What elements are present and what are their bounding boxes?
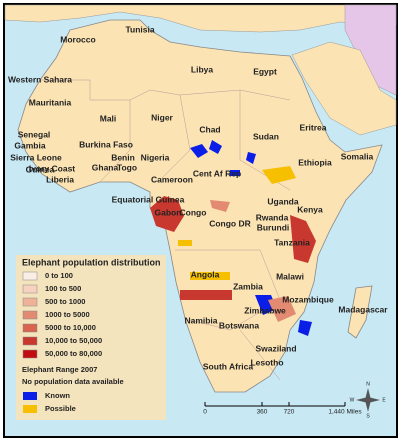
country-label: Swaziland: [255, 343, 296, 353]
country-label: Mozambique: [282, 294, 334, 304]
country-label: Cameroon: [151, 174, 193, 184]
scale-label: 720: [284, 409, 295, 416]
country-label: Madagascar: [338, 304, 388, 314]
country-label: Tanzania: [274, 237, 310, 247]
country-label: Gabon: [155, 207, 182, 217]
country-label: Kenya: [297, 204, 323, 214]
range-pop: [210, 200, 296, 322]
country-label: Tunisia: [125, 24, 154, 34]
legend-swatch: [22, 310, 38, 320]
country-label: Congo DR: [209, 218, 251, 228]
country-label: Zambia: [233, 281, 263, 291]
country-label: Cent Af Rep: [193, 168, 241, 178]
legend-swatch: [22, 284, 38, 294]
range-known: [190, 140, 256, 164]
country-label: Lesotho: [250, 357, 283, 367]
country-label: Mauritania: [29, 97, 72, 107]
country-label: Western Sahara: [8, 74, 72, 84]
country-label: Angola: [191, 269, 220, 279]
legend-swatch: [22, 336, 38, 346]
country-label: Egypt: [253, 66, 277, 76]
country-label: South Africa: [203, 361, 253, 371]
country-label: Burkina Faso: [79, 139, 133, 149]
compass-label: N: [366, 381, 370, 387]
compass: [356, 388, 380, 412]
country-label: Rwanda: [256, 212, 289, 222]
country-label: Benin: [111, 152, 135, 162]
country-label: Congo: [180, 207, 207, 217]
country-label: Zimbabwe: [244, 305, 286, 315]
range-title: Elephant Range 2007: [22, 365, 97, 374]
range-pop: [180, 215, 316, 300]
legend-label: Possible: [45, 404, 76, 413]
scale-label: 1,440 Miles: [328, 409, 362, 416]
country-label: Sierra Leone: [10, 152, 62, 162]
country-label: Malawi: [276, 271, 304, 281]
country-label: Ghana: [92, 162, 119, 172]
legend-label: Known: [45, 391, 70, 400]
compass-label: E: [382, 397, 386, 403]
legend-label: 50,000 to 80,000: [45, 349, 102, 358]
legend-label: 500 to 1000: [45, 297, 85, 306]
country-label: Somalia: [341, 151, 374, 161]
country-label: Gambia: [14, 140, 45, 150]
legend-swatch: [22, 349, 38, 359]
legend-bg: [16, 255, 166, 420]
legend-label: 5000 to 10,000: [45, 323, 96, 332]
scale-label: 360: [257, 409, 268, 416]
country-label: Niger: [151, 112, 173, 122]
legend-label: 0 to 100: [45, 271, 73, 280]
legend-swatch: [22, 271, 38, 281]
country-label: Ethiopia: [298, 157, 332, 167]
legend-title: Elephant population distribution: [22, 257, 161, 267]
legend-label: 1000 to 5000: [45, 310, 90, 319]
country-label: Ivory Coast: [29, 163, 75, 173]
country-label: Sudan: [253, 131, 279, 141]
country-label: Namibia: [184, 315, 217, 325]
range-possible: [178, 166, 296, 280]
country-label: Senegal: [18, 129, 51, 139]
legend-swatch: [22, 297, 38, 307]
legend-swatch: [23, 392, 37, 400]
legend-label: 10,000 to 50,000: [45, 336, 102, 345]
range-pop: [150, 196, 184, 232]
country-label: Libya: [191, 64, 213, 74]
legend-label: 100 to 500: [45, 284, 81, 293]
madagascar: [347, 285, 373, 339]
country-label: Guinea: [26, 164, 55, 174]
elephant-range: [150, 140, 316, 336]
country-label: Uganda: [267, 196, 298, 206]
country-label: Liberia: [46, 174, 74, 184]
arabia: [291, 41, 397, 136]
legend-swatch: [23, 405, 37, 413]
compass-label: S: [366, 413, 370, 419]
country-label: Equatorial Guinea: [112, 194, 185, 204]
country-label: Morocco: [60, 34, 95, 44]
country-label: Nigeria: [141, 152, 170, 162]
africa: [17, 19, 383, 393]
country-label: Burundi: [257, 222, 290, 232]
legend-swatch: [22, 323, 38, 333]
range-subtitle: No population data available: [22, 377, 124, 386]
country-label: Chad: [199, 124, 220, 134]
country-label: Mali: [100, 113, 117, 123]
country-label: Botswana: [219, 320, 259, 330]
scale-label: 0: [203, 409, 207, 416]
country-label: Togo: [117, 162, 137, 172]
country-label: Eritrea: [300, 122, 327, 132]
compass-label: W: [350, 397, 355, 403]
border: [40, 79, 291, 101]
